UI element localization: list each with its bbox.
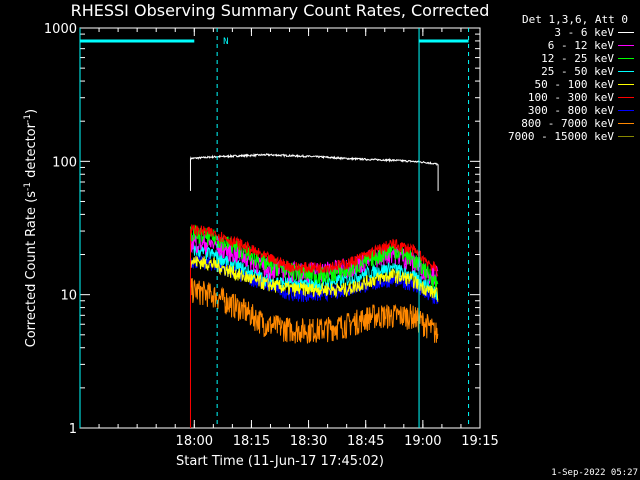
chart-axes: 18:00 18:15 18:30 18:45 19:00 19:15 1 10 100 1000 bbox=[44, 22, 499, 449]
y-tick-label: 10 bbox=[60, 289, 77, 304]
legend-swatch bbox=[618, 136, 634, 137]
series-line-3 bbox=[190, 242, 439, 301]
legend-entry: 100 - 300 keV bbox=[476, 91, 634, 104]
legend-entry: 3 - 6 keV bbox=[476, 26, 634, 39]
plot-frame bbox=[79, 27, 481, 429]
legend-label: 50 - 100 keV bbox=[534, 78, 614, 91]
chart-annotations: N bbox=[79, 28, 470, 428]
saa-flag-label: N bbox=[223, 37, 228, 47]
legend-swatch bbox=[618, 58, 634, 59]
chart-title: RHESSI Observing Summary Count Rates, Co… bbox=[70, 1, 490, 20]
y-tick-label: 1000 bbox=[44, 22, 77, 37]
legend-label: 300 - 800 keV bbox=[527, 104, 614, 117]
series-line-0 bbox=[190, 152, 438, 166]
x-tick-label: 18:00 bbox=[176, 434, 213, 449]
legend-entry: 50 - 100 keV bbox=[476, 78, 634, 91]
legend-label: 7000 - 15000 keV bbox=[508, 130, 614, 143]
series-line-2 bbox=[190, 224, 439, 288]
legend-label: 12 - 25 keV bbox=[541, 52, 614, 65]
series-line-7 bbox=[190, 278, 439, 344]
legend-label: 800 - 7000 keV bbox=[521, 117, 614, 130]
x-tick-label: 18:45 bbox=[347, 434, 384, 449]
legend-swatch bbox=[618, 110, 634, 111]
x-tick-label: 18:30 bbox=[290, 434, 327, 449]
chart-legend: Det 1,3,6, Att 0 3 - 6 keV 6 - 12 keV 12 -… bbox=[476, 13, 634, 143]
legend-label: 25 - 50 keV bbox=[541, 65, 614, 78]
y-axis-title-sup2: -1 bbox=[22, 114, 33, 124]
y-axis-title-part1: Corrected Count Rate (s bbox=[24, 191, 40, 348]
legend-label: 100 - 300 keV bbox=[527, 91, 614, 104]
render-timestamp: 1-Sep-2022 05:27 bbox=[551, 468, 638, 478]
legend-entry: 300 - 800 keV bbox=[476, 104, 634, 117]
legend-swatch bbox=[618, 45, 634, 46]
legend-label: 3 - 6 keV bbox=[554, 26, 614, 39]
y-axis-title-part2: detector bbox=[24, 123, 40, 183]
series-line-5 bbox=[190, 224, 439, 277]
legend-swatch bbox=[618, 71, 634, 72]
chart-series bbox=[189, 152, 439, 428]
x-tick-label: 19:00 bbox=[404, 434, 441, 449]
legend-swatch bbox=[618, 123, 634, 124]
legend-swatch bbox=[618, 84, 634, 85]
legend-swatch bbox=[618, 97, 634, 98]
legend-entry: 12 - 25 keV bbox=[476, 52, 634, 65]
legend-label: 6 - 12 keV bbox=[547, 39, 614, 52]
y-tick-label: 100 bbox=[52, 155, 77, 170]
x-tick-label: 18:15 bbox=[233, 434, 270, 449]
y-axis-title: Corrected Count Rate (s-1 detector-1) bbox=[23, 68, 39, 388]
legend-entry: 25 - 50 keV bbox=[476, 65, 634, 78]
y-tick-label: 1 bbox=[69, 422, 77, 437]
y-axis-title-sup1: -1 bbox=[22, 182, 33, 192]
y-axis-title-part3: ) bbox=[24, 108, 40, 115]
series-line-4 bbox=[190, 255, 439, 302]
legend-header: Det 1,3,6, Att 0 bbox=[522, 13, 628, 26]
legend-entry: 6 - 12 keV bbox=[476, 39, 634, 52]
legend-entry: 800 - 7000 keV bbox=[476, 117, 634, 130]
legend-entry: 7000 - 15000 keV bbox=[476, 130, 634, 143]
legend-swatch bbox=[618, 32, 634, 33]
x-tick-label: 19:15 bbox=[461, 434, 498, 449]
legend-entries: 3 - 6 keV 6 - 12 keV 12 - 25 keV 25 - 50 ke… bbox=[476, 26, 634, 143]
x-axis-title: Start Time (11-Jun-17 17:45:02) bbox=[176, 454, 384, 469]
